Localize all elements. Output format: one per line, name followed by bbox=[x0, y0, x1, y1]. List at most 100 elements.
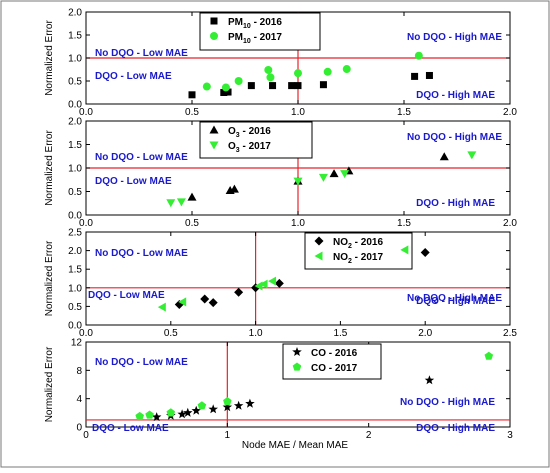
data-point-o3-2017 bbox=[318, 173, 328, 182]
legend-marker bbox=[210, 32, 218, 40]
y-tick-label: 0.5 bbox=[68, 187, 82, 198]
y-tick-label: 2.0 bbox=[68, 117, 82, 128]
zone-label-top-left: No DQO - Low MAE bbox=[95, 152, 188, 163]
y-tick-label: 0.5 bbox=[68, 77, 82, 88]
x-tick-label: 2.0 bbox=[418, 328, 432, 339]
x-tick-label: 0.0 bbox=[79, 107, 93, 118]
data-point-o3-2016 bbox=[187, 192, 197, 201]
data-point-co-2017 bbox=[135, 411, 144, 420]
data-point-pm10-2017 bbox=[323, 67, 332, 76]
legend-entry: NO2 - 2017 bbox=[333, 252, 383, 265]
data-point-pm10-2016 bbox=[224, 88, 232, 96]
data-point-o3-2017 bbox=[340, 170, 350, 179]
data-point-o3-2016 bbox=[329, 169, 339, 178]
data-point-co-2017 bbox=[484, 351, 494, 360]
data-point-pm10-2017 bbox=[294, 69, 302, 78]
data-point-co-2016 bbox=[191, 405, 201, 415]
data-point-co-2016 bbox=[177, 409, 187, 419]
y-tick-label: 0.0 bbox=[68, 100, 82, 111]
data-point-co-2016 bbox=[151, 412, 162, 422]
data-point-no2-2016 bbox=[208, 298, 218, 308]
data-point-pm10-2016 bbox=[294, 82, 302, 90]
y-tick-label: 1.0 bbox=[68, 164, 82, 175]
data-point-pm10-2016 bbox=[220, 89, 228, 96]
data-point-pm10-2016 bbox=[269, 82, 277, 90]
zone-label-bottom-right: DQO - High MAE bbox=[416, 423, 495, 434]
y-tick-label: 8 bbox=[76, 366, 82, 377]
plot-area-no2 bbox=[85, 231, 511, 326]
panel-no2: 0.0 0.5 1.0 1.5 2.0 2.5 0.0 0.5 1.0 1.5 2.0 2.5 Norm… bbox=[44, 228, 517, 340]
data-point-co-2016 bbox=[233, 400, 244, 410]
y-tick-label: 0.5 bbox=[68, 302, 82, 313]
legend-entry: PM10 - 2017 bbox=[228, 32, 282, 45]
legend-entry: PM10 - 2016 bbox=[228, 17, 282, 30]
zone-label-top-left: No DQO - Low MAE bbox=[95, 248, 188, 259]
data-point-pm10-2016 bbox=[288, 82, 296, 90]
data-point-pm10-2016 bbox=[188, 91, 196, 99]
legend-marker bbox=[314, 251, 323, 261]
legend-box-no2 bbox=[304, 232, 413, 270]
x-tick-label: 0.5 bbox=[185, 218, 199, 229]
legend-box-co bbox=[282, 343, 382, 380]
legend-entry: CO - 2016 bbox=[311, 348, 358, 359]
zone-label-top-left: No DQO - Low MAE bbox=[95, 357, 188, 368]
legend-entry: O3 - 2016 bbox=[228, 126, 271, 139]
y-tick-label: 1.0 bbox=[68, 283, 82, 294]
data-point-co-2016 bbox=[208, 404, 218, 414]
data-point-pm10-2016 bbox=[247, 82, 255, 90]
data-point-co-2017 bbox=[197, 401, 207, 410]
zone-label-bottom-right: DQO - High MAE bbox=[416, 90, 495, 101]
y-tick-label: 2.0 bbox=[68, 8, 82, 19]
x-tick-label: 0.0 bbox=[79, 218, 93, 229]
panel-o3: 0.0 0.5 1.0 1.5 2.0 0.0 0.5 1.0 1.5 2.0 Normalized… bbox=[44, 117, 517, 230]
y-tick-label: 2.5 bbox=[68, 228, 82, 239]
x-axis-label: Node MAE / Mean MAE bbox=[242, 440, 348, 451]
x-tick-label: 0.0 bbox=[79, 328, 93, 339]
panel-pm10: 0.0 0.5 1.0 1.5 2.0 0.0 0.5 1.0 1.5 2.0 Normalized… bbox=[44, 8, 517, 119]
data-point-pm10-2017 bbox=[234, 77, 243, 85]
legend-marker bbox=[209, 141, 219, 150]
y-tick-label: 0.0 bbox=[68, 321, 82, 332]
zone-label-top-right: No DQO - High MAE bbox=[407, 132, 502, 143]
zone-label-bottom-left: DQO - Low MAE bbox=[92, 423, 169, 434]
y-tick-label: 1.0 bbox=[68, 54, 82, 65]
legend-marker bbox=[292, 347, 302, 356]
data-point-pm10-2017 bbox=[414, 51, 423, 60]
legend-marker bbox=[210, 17, 218, 25]
data-point-no2-2016 bbox=[200, 294, 210, 304]
y-tick-label: 0.0 bbox=[68, 211, 82, 222]
data-point-o3-2016 bbox=[229, 184, 239, 193]
zone-label-bottom-left: DQO - Low MAE bbox=[88, 290, 165, 301]
legend-marker bbox=[209, 125, 219, 134]
data-point-pm10-2016 bbox=[425, 71, 433, 79]
legend-entry: CO - 2017 bbox=[311, 363, 358, 374]
legend-entry: NO2 - 2016 bbox=[333, 237, 383, 250]
data-point-no2-2017 bbox=[268, 276, 277, 286]
data-point-no2-2017 bbox=[400, 245, 409, 255]
y-tick-label: 1.5 bbox=[68, 140, 82, 151]
y-tick-label: 12 bbox=[71, 338, 83, 349]
data-point-co-2017 bbox=[223, 397, 232, 406]
data-point-co-2016 bbox=[424, 375, 435, 385]
data-point-co-2017 bbox=[166, 408, 176, 417]
data-point-pm10-2017 bbox=[221, 83, 230, 92]
zone-label-top-left: No DQO - Low MAE bbox=[95, 48, 188, 59]
data-point-co-2016 bbox=[222, 402, 233, 412]
data-point-co-2016 bbox=[245, 398, 255, 408]
x-tick-label: 0.5 bbox=[185, 107, 199, 118]
x-tick-label: 2 bbox=[366, 430, 372, 441]
legend-marker bbox=[314, 236, 324, 246]
data-point-pm10-2016 bbox=[411, 72, 419, 80]
x-tick-label: 1.0 bbox=[291, 218, 305, 229]
x-tick-label: 2.0 bbox=[503, 218, 517, 229]
x-tick-label: 2.5 bbox=[503, 328, 517, 339]
x-tick-label: 2.0 bbox=[503, 107, 517, 118]
data-point-no2-2016 bbox=[274, 278, 284, 288]
x-tick-label: 1.5 bbox=[397, 218, 411, 229]
data-point-co-2017 bbox=[145, 410, 154, 419]
zone-label-bottom-left: DQO - Low MAE bbox=[95, 71, 172, 82]
zone-label-bottom-right: DQO - High MAE bbox=[416, 198, 495, 209]
x-tick-label: 3 bbox=[507, 430, 513, 441]
